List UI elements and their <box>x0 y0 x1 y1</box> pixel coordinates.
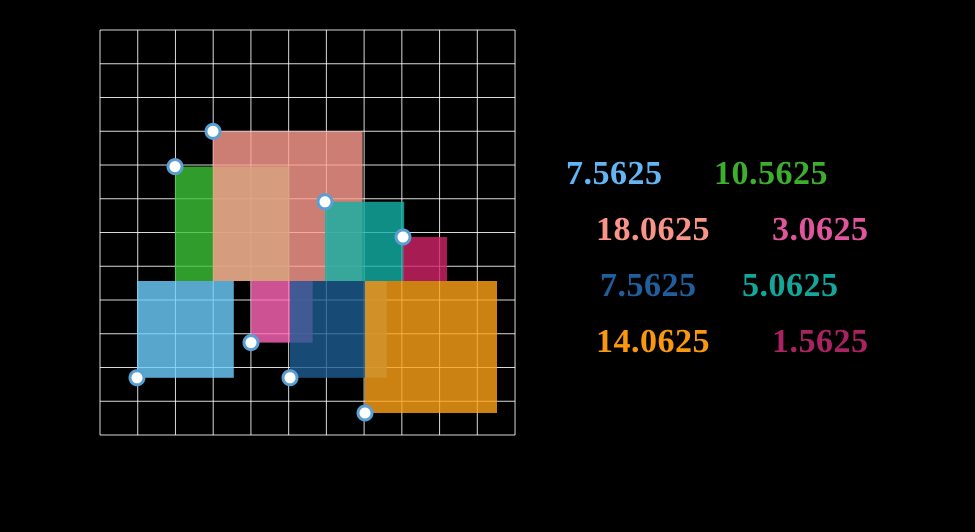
square-orange[interactable] <box>365 281 497 413</box>
square-skyblue[interactable] <box>137 281 234 378</box>
drag-handle-orange[interactable] <box>356 404 374 422</box>
square-magenta[interactable] <box>403 237 447 281</box>
drag-handle-darkblue[interactable] <box>281 369 299 387</box>
drag-handle-salmon[interactable] <box>204 122 222 140</box>
drag-handle-skyblue[interactable] <box>128 369 146 387</box>
square-teal[interactable] <box>325 201 405 281</box>
drag-handle-pink[interactable] <box>242 334 260 352</box>
drag-handle-magenta[interactable] <box>394 228 412 246</box>
drag-handle-green[interactable] <box>166 158 184 176</box>
drag-handle-teal[interactable] <box>316 193 334 211</box>
